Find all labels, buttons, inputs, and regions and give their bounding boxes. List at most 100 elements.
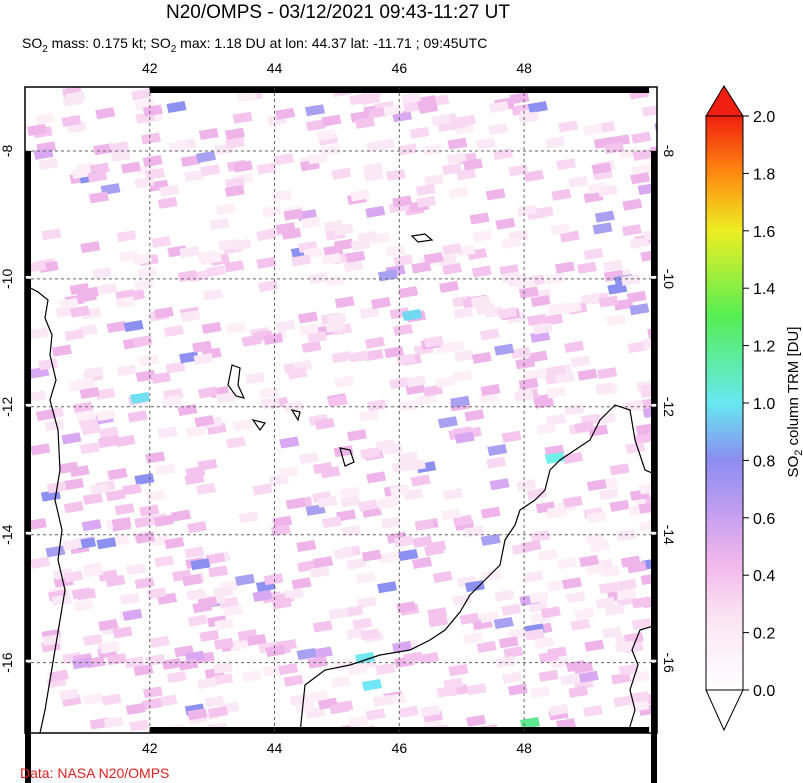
so2-pixel: [272, 189, 293, 202]
so2-pixel: [361, 549, 382, 562]
so2-pixel: [339, 486, 360, 499]
so2-pixel: [495, 217, 516, 230]
so2-pixel: [73, 599, 94, 612]
so2-pixel: [422, 143, 443, 156]
so2-pixel: [305, 104, 326, 117]
so2-pixel: [435, 376, 456, 389]
so2-pixel: [101, 693, 122, 706]
so2-pixel: [450, 395, 471, 408]
so2-pixel: [631, 596, 652, 609]
so2-pixel: [275, 222, 296, 235]
so2-pixel: [195, 482, 216, 495]
so2-pixel: [153, 514, 174, 527]
so2-pixel: [321, 114, 342, 127]
colorbar: [705, 115, 744, 691]
so2-pixel: [307, 331, 328, 344]
y-tick-label: -12: [0, 396, 15, 416]
colorbar-tick-label: 0.6: [753, 511, 775, 528]
so2-pixel: [321, 516, 342, 529]
so2-pixel: [283, 400, 304, 413]
so2-pixel: [412, 556, 433, 569]
so2-pixel: [595, 412, 616, 425]
so2-pixel: [93, 143, 114, 156]
frame-tick: [524, 87, 650, 93]
so2-pixel: [225, 136, 246, 149]
so2-pixel: [471, 265, 492, 278]
so2-pixel: [501, 430, 522, 443]
so2-pixel: [431, 113, 452, 126]
frame-tick: [651, 406, 657, 532]
so2-pixel: [489, 101, 510, 114]
so2-pixel: [357, 230, 378, 243]
so2-pixel: [598, 295, 619, 308]
so2-pixel: [397, 143, 418, 156]
frame-tick: [149, 727, 275, 733]
so2-pixel: [488, 123, 509, 136]
so2-pixel: [26, 123, 47, 136]
so2-pixel: [439, 280, 460, 293]
so2-pixel: [315, 129, 336, 142]
so2-pixel: [64, 329, 85, 342]
so2-pixel: [163, 325, 184, 338]
so2-pixel: [62, 94, 83, 107]
so2-pixel: [532, 322, 553, 335]
so2-pixel: [396, 601, 417, 614]
so2-pixel: [62, 538, 83, 551]
so2-pixel: [145, 167, 166, 180]
so2-pixel: [518, 111, 539, 124]
so2-pixel: [168, 140, 189, 153]
so2-pixel: [391, 460, 412, 473]
so2-pixel: [363, 349, 384, 362]
so2-pixel: [157, 196, 178, 209]
so2-pixel: [313, 556, 334, 569]
so2-pixel: [275, 107, 296, 120]
so2-pixel: [187, 708, 208, 721]
so2-pixel: [125, 702, 146, 715]
so2-pixel: [118, 250, 139, 263]
y-tick-label: -10: [0, 269, 15, 289]
so2-pixel: [184, 169, 205, 182]
so2-pixel: [69, 305, 90, 318]
so2-pixel: [142, 104, 163, 117]
so2-pixel: [359, 306, 380, 319]
so2-pixel: [79, 386, 100, 399]
so2-pixel: [64, 478, 85, 491]
so2-pixel: [83, 565, 104, 578]
so2-pixel: [133, 664, 154, 677]
so2-pixel: [34, 112, 55, 125]
so2-pixel: [540, 606, 561, 619]
so2-pixel: [385, 244, 406, 257]
so2-pixel: [26, 518, 47, 531]
so2-pixel: [364, 336, 385, 349]
so2-pixel: [527, 101, 548, 114]
so2-pixel: [116, 364, 137, 377]
colorbar-tick-label: 0.0: [753, 683, 775, 700]
so2-pixel: [377, 269, 398, 282]
so2-pixel: [616, 588, 637, 601]
frame-tick: [25, 278, 31, 404]
so2-pixel: [538, 651, 559, 664]
island-grande-comore: [227, 364, 246, 399]
so2-pixel: [574, 607, 595, 620]
so2-pixel: [495, 655, 516, 668]
so2-pixel: [396, 353, 417, 366]
so2-pixel: [312, 620, 333, 633]
so2-pixel: [534, 636, 555, 649]
so2-pixel: [331, 167, 352, 180]
so2-pixel: [208, 705, 229, 718]
so2-pixel: [38, 358, 59, 371]
so2-pixel: [516, 478, 537, 491]
frame-tick: [524, 727, 650, 733]
so2-pixel: [508, 164, 529, 177]
so2-pixel: [609, 499, 630, 512]
so2-pixel: [606, 314, 627, 327]
colorbar-tick-label: 0.2: [753, 626, 775, 643]
so2-pixel: [471, 351, 492, 364]
so2-pixel: [142, 686, 163, 699]
colorbar-tick-label: 1.6: [753, 224, 775, 241]
colorbar-tick-label: 1.0: [753, 396, 775, 413]
so2-pixel: [263, 332, 284, 345]
so2-pixel: [555, 158, 576, 171]
so2-pixel: [225, 436, 246, 449]
y-tick-label: -10: [661, 269, 677, 289]
